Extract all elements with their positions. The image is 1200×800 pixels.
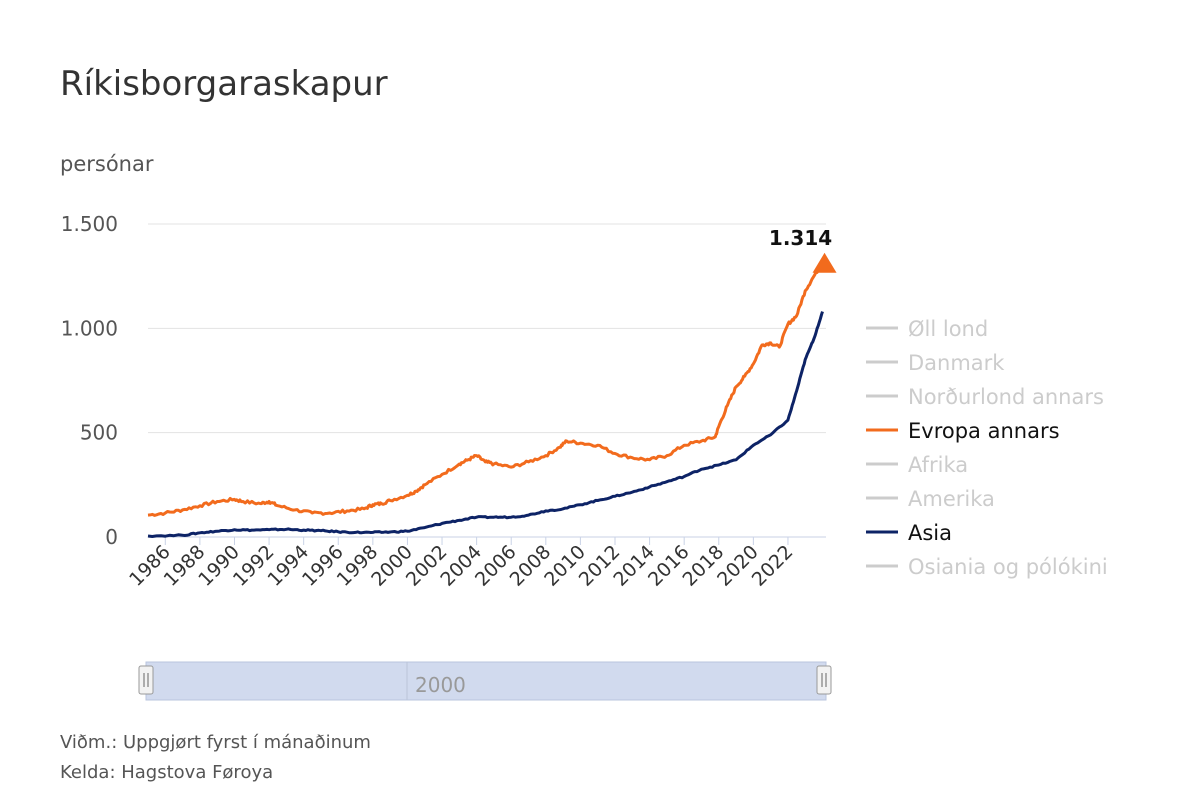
x-tick-label: 2022 — [748, 541, 798, 591]
chart-title: Ríkisborgaraskapur — [60, 64, 388, 104]
annotations: 1.314 — [769, 226, 837, 273]
range-navigator: 2000 — [138, 661, 832, 701]
y-axis-ticks: 0 500 1.000 1.500 — [61, 212, 118, 549]
legend-item[interactable]: Danmark — [866, 351, 1005, 375]
series-line-evropa-annars — [147, 262, 824, 517]
handle-body — [138, 665, 154, 695]
last-value-label: 1.314 — [769, 226, 832, 250]
legend-label: Evropa annars — [908, 419, 1060, 443]
legend-label: Danmark — [908, 351, 1005, 375]
legend: Øll lond Danmark Norðurlond annars Evropa a… — [866, 317, 1108, 579]
legend-item[interactable]: Øll lond — [866, 317, 988, 341]
legend-label: Øll lond — [908, 317, 988, 341]
navigator-range[interactable] — [145, 661, 827, 701]
series-line-asia — [147, 311, 824, 538]
y-tick-label: 0 — [105, 525, 118, 549]
y-tick-label: 1.500 — [61, 212, 118, 236]
x-axis-ticks: 1986198819901992199419961998200020022004… — [125, 537, 797, 591]
navigator-handle-left[interactable] — [138, 665, 154, 695]
handle-body — [816, 665, 832, 695]
legend-item[interactable]: Norðurlond annars — [866, 385, 1104, 409]
last-value-marker — [812, 252, 837, 273]
footnote-reference: Viðm.: Uppgjørt fyrst í mánaðinum — [60, 732, 371, 753]
legend-item[interactable]: Amerika — [866, 487, 995, 511]
legend-label: Norðurlond annars — [908, 385, 1104, 409]
legend-item[interactable]: Evropa annars — [866, 419, 1060, 443]
y-axis-unit-label: persónar — [60, 152, 154, 176]
legend-label: Asia — [908, 521, 952, 545]
y-tick-label: 500 — [80, 421, 118, 445]
y-tick-label: 1.000 — [61, 316, 118, 340]
grid-lines — [148, 223, 826, 538]
series-lines — [147, 262, 824, 538]
legend-item[interactable]: Afrika — [866, 453, 968, 477]
navigator-handle-right[interactable] — [816, 665, 832, 695]
legend-label: Osiania og pólókini — [908, 555, 1108, 579]
legend-label: Amerika — [908, 487, 995, 511]
legend-label: Afrika — [908, 453, 968, 477]
navigator-label: 2000 — [415, 673, 466, 697]
legend-item[interactable]: Asia — [866, 521, 952, 545]
legend-item[interactable]: Osiania og pólókini — [866, 555, 1108, 579]
footnote-source: Kelda: Hagstova Føroya — [60, 762, 274, 783]
